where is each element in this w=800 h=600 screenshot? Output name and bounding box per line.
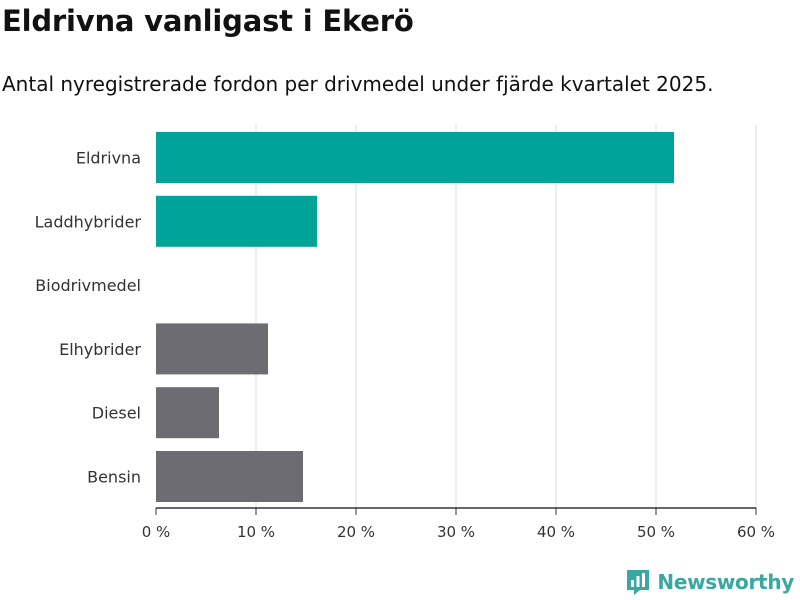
category-label-eldrivna: Eldrivna bbox=[76, 149, 141, 168]
category-label-diesel: Diesel bbox=[92, 404, 141, 423]
chart-subtitle: Antal nyregistrerade fordon per drivmede… bbox=[2, 72, 714, 96]
bars bbox=[156, 132, 674, 502]
chart-title: Eldrivna vanligast i Ekerö bbox=[2, 4, 414, 38]
category-label-laddhybrider: Laddhybrider bbox=[35, 212, 142, 231]
bar-chart: Eldrivna Laddhybrider Biodrivmedel Elhybrid… bbox=[35, 125, 775, 541]
gridlines bbox=[255, 125, 757, 508]
x-tick-label-30: 30 % bbox=[437, 523, 475, 541]
x-tick-label-10: 10 % bbox=[237, 523, 275, 541]
category-label-elhybrider: Elhybrider bbox=[59, 340, 141, 359]
bar-eldrivna bbox=[156, 132, 674, 183]
bar-bensin bbox=[156, 451, 303, 502]
x-tick-label-50: 50 % bbox=[637, 523, 675, 541]
x-tick-label-0: 0 % bbox=[142, 523, 171, 541]
x-tick-label-20: 20 % bbox=[337, 523, 375, 541]
newsworthy-chart-icon bbox=[627, 570, 650, 595]
category-labels: Eldrivna Laddhybrider Biodrivmedel Elhybrid… bbox=[35, 149, 142, 487]
newsworthy-logo: Newsworthy bbox=[625, 568, 794, 596]
x-axis-ticks: 0 % 10 % 20 % 30 % 40 % 50 % 60 % bbox=[142, 508, 775, 541]
bar-laddhybrider bbox=[156, 195, 317, 247]
bar-elhybrider bbox=[156, 323, 268, 375]
bar-diesel bbox=[156, 387, 219, 439]
x-tick-label-40: 40 % bbox=[537, 523, 575, 541]
category-label-biodrivmedel: Biodrivmedel bbox=[35, 276, 141, 295]
x-tick-label-60: 60 % bbox=[737, 523, 775, 541]
category-label-bensin: Bensin bbox=[87, 468, 141, 487]
brand-name: Newsworthy bbox=[657, 570, 794, 594]
